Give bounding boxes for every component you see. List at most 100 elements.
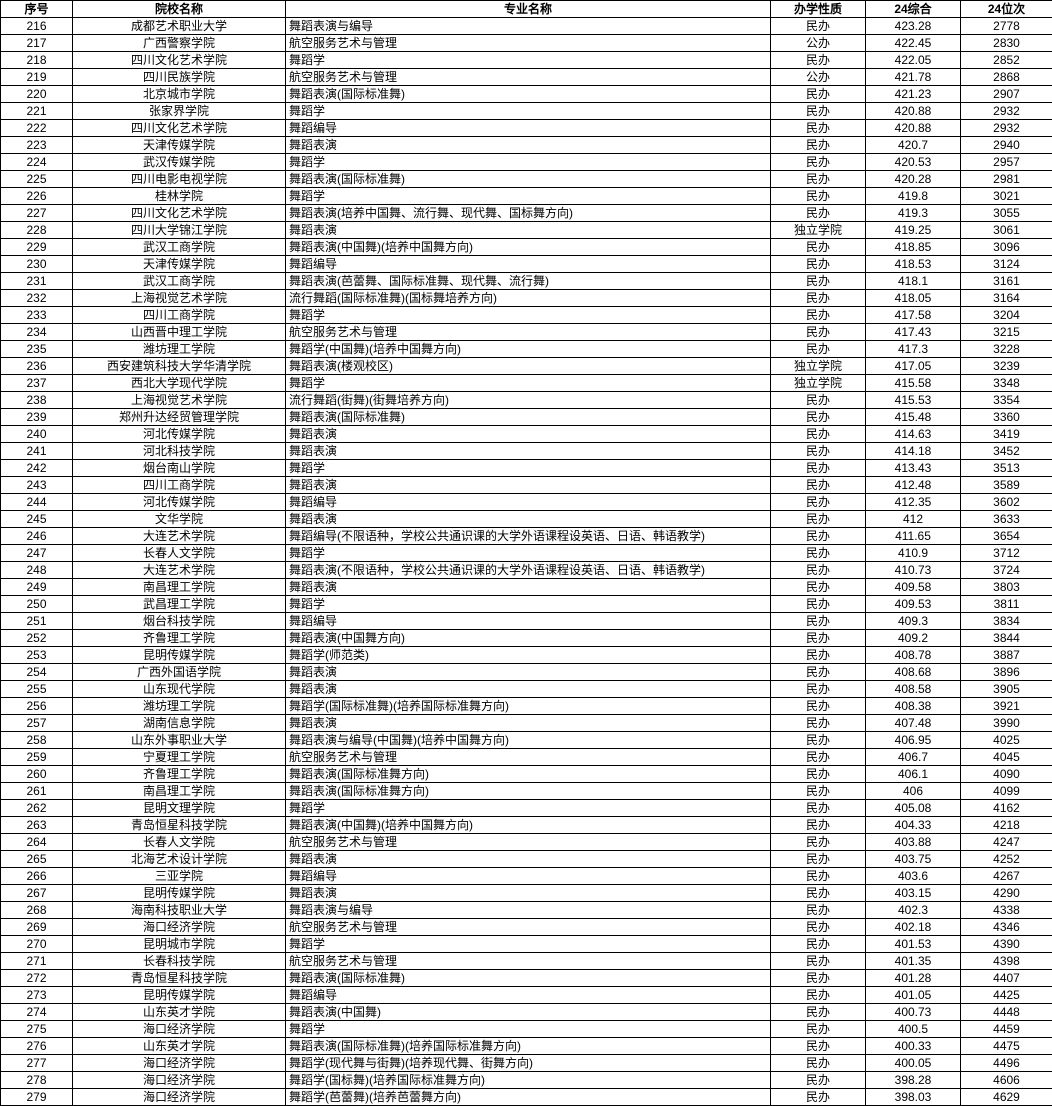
cell-score: 398.28: [865, 1071, 961, 1089]
cell-score: 402.18: [865, 918, 961, 936]
table-row: 222 四川文化艺术学院 舞蹈编导 民办 420.88 2932: [0, 119, 1052, 137]
cell-school: 海口经济学院: [72, 1071, 286, 1089]
cell-type: 民办: [770, 527, 866, 545]
cell-type: 民办: [770, 187, 866, 205]
cell-rank: 4475: [960, 1037, 1052, 1055]
cell-score: 408.38: [865, 697, 961, 715]
cell-school: 山西晋中理工学院: [72, 323, 286, 341]
cell-rank: 4390: [960, 935, 1052, 953]
cell-score: 409.2: [865, 629, 961, 647]
table-row: 223 天津传媒学院 舞蹈表演 民办 420.7 2940: [0, 136, 1052, 154]
cell-score: 406: [865, 782, 961, 800]
cell-rank: 3905: [960, 680, 1052, 698]
cell-seq: 251: [0, 612, 73, 630]
cell-type: 民办: [770, 595, 866, 613]
cell-score: 403.75: [865, 850, 961, 868]
cell-school: 成都艺术职业大学: [72, 17, 286, 35]
cell-seq: 224: [0, 153, 73, 171]
cell-score: 420.53: [865, 153, 961, 171]
cell-major: 舞蹈表演(国际标准舞): [285, 85, 771, 103]
cell-score: 403.6: [865, 867, 961, 885]
cell-type: 民办: [770, 459, 866, 477]
cell-rank: 3589: [960, 476, 1052, 494]
cell-seq: 264: [0, 833, 73, 851]
table-row: 256 潍坊理工学院 舞蹈学(国际标准舞)(培养国际标准舞方向) 民办 408.38 39…: [0, 697, 1052, 715]
cell-score: 420.28: [865, 170, 961, 188]
cell-score: 418.85: [865, 238, 961, 256]
cell-rank: 2907: [960, 85, 1052, 103]
cell-type: 民办: [770, 1037, 866, 1055]
cell-school: 武汉传媒学院: [72, 153, 286, 171]
cell-school: 长春人文学院: [72, 833, 286, 851]
cell-type: 民办: [770, 901, 866, 919]
cell-score: 406.7: [865, 748, 961, 766]
table-row: 235 潍坊理工学院 舞蹈学(中国舞)(培养中国舞方向) 民办 417.3 3228: [0, 340, 1052, 358]
cell-school: 海口经济学院: [72, 1054, 286, 1072]
cell-score: 418.05: [865, 289, 961, 307]
column-header-major: 专业名称: [285, 0, 771, 18]
table-row: 271 长春科技学院 航空服务艺术与管理 民办 401.35 4398: [0, 952, 1052, 970]
cell-school: 大连艺术学院: [72, 527, 286, 545]
table-row: 252 齐鲁理工学院 舞蹈表演(中国舞方向) 民办 409.2 3844: [0, 629, 1052, 647]
cell-major: 舞蹈编导: [285, 493, 771, 511]
cell-rank: 3834: [960, 612, 1052, 630]
cell-rank: 3021: [960, 187, 1052, 205]
cell-type: 公办: [770, 68, 866, 86]
cell-major: 舞蹈表演: [285, 663, 771, 681]
cell-seq: 240: [0, 425, 73, 443]
table-row: 272 青岛恒星科技学院 舞蹈表演(国际标准舞) 民办 401.28 4407: [0, 969, 1052, 987]
cell-rank: 3803: [960, 578, 1052, 596]
cell-rank: 3452: [960, 442, 1052, 460]
cell-type: 民办: [770, 1003, 866, 1021]
cell-type: 民办: [770, 748, 866, 766]
table-row: 225 四川电影电视学院 舞蹈表演(国际标准舞) 民办 420.28 2981: [0, 170, 1052, 188]
cell-type: 民办: [770, 391, 866, 409]
cell-major: 舞蹈表演(国际标准舞方向): [285, 782, 771, 800]
cell-seq: 267: [0, 884, 73, 902]
cell-major: 舞蹈学: [285, 595, 771, 613]
table-row: 239 郑州升达经贸管理学院 舞蹈表演(国际标准舞) 民办 415.48 3360: [0, 408, 1052, 426]
cell-type: 民办: [770, 850, 866, 868]
cell-major: 舞蹈编导: [285, 255, 771, 273]
cell-major: 流行舞蹈(街舞)(街舞培养方向): [285, 391, 771, 409]
cell-seq: 234: [0, 323, 73, 341]
cell-major: 舞蹈表演与编导(中国舞)(培养中国舞方向): [285, 731, 771, 749]
cell-school: 山东外事职业大学: [72, 731, 286, 749]
table-row: 219 四川民族学院 航空服务艺术与管理 公办 421.78 2868: [0, 68, 1052, 86]
cell-score: 400.73: [865, 1003, 961, 1021]
cell-rank: 3602: [960, 493, 1052, 511]
cell-score: 415.58: [865, 374, 961, 392]
cell-major: 舞蹈学(现代舞与街舞)(培养现代舞、街舞方向): [285, 1054, 771, 1072]
cell-score: 401.28: [865, 969, 961, 987]
cell-school: 四川工商学院: [72, 306, 286, 324]
cell-school: 大连艺术学院: [72, 561, 286, 579]
table-row: 218 四川文化艺术学院 舞蹈学 民办 422.05 2852: [0, 51, 1052, 69]
cell-type: 民办: [770, 323, 866, 341]
cell-seq: 261: [0, 782, 73, 800]
cell-rank: 3164: [960, 289, 1052, 307]
cell-major: 航空服务艺术与管理: [285, 34, 771, 52]
cell-seq: 250: [0, 595, 73, 613]
cell-school: 山东英才学院: [72, 1037, 286, 1055]
cell-major: 舞蹈学: [285, 459, 771, 477]
table-row: 229 武汉工商学院 舞蹈表演(中国舞)(培养中国舞方向) 民办 418.85 3096: [0, 238, 1052, 256]
cell-school: 山东英才学院: [72, 1003, 286, 1021]
cell-score: 420.88: [865, 102, 961, 120]
cell-type: 民办: [770, 816, 866, 834]
cell-type: 民办: [770, 629, 866, 647]
table-row: 262 昆明文理学院 舞蹈学 民办 405.08 4162: [0, 799, 1052, 817]
cell-score: 408.68: [865, 663, 961, 681]
cell-school: 武汉工商学院: [72, 238, 286, 256]
cell-major: 舞蹈表演: [285, 136, 771, 154]
table-row: 266 三亚学院 舞蹈编导 民办 403.6 4267: [0, 867, 1052, 885]
cell-major: 舞蹈表演: [285, 425, 771, 443]
cell-type: 民办: [770, 799, 866, 817]
cell-school: 河北传媒学院: [72, 493, 286, 511]
cell-major: 舞蹈表演: [285, 714, 771, 732]
table-row: 257 湖南信息学院 舞蹈表演 民办 407.48 3990: [0, 714, 1052, 732]
cell-seq: 243: [0, 476, 73, 494]
cell-school: 北海艺术设计学院: [72, 850, 286, 868]
cell-seq: 272: [0, 969, 73, 987]
cell-type: 独立学院: [770, 221, 866, 239]
cell-school: 海口经济学院: [72, 1020, 286, 1038]
